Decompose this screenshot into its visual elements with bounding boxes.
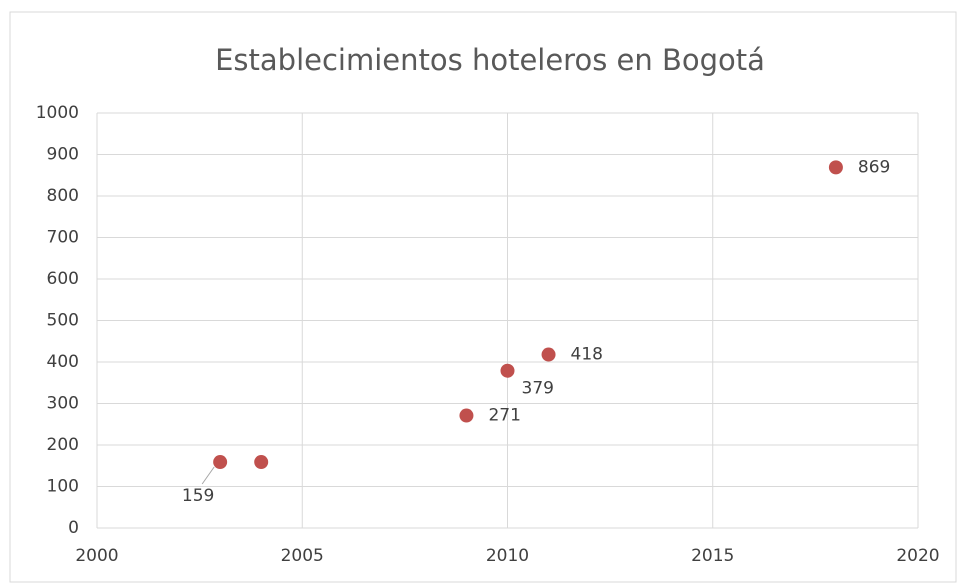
y-tick-label: 1000	[36, 103, 79, 123]
leader-line	[201, 466, 215, 485]
y-tick-label: 800	[47, 186, 79, 206]
y-tick-label: 100	[47, 477, 79, 497]
data-label: 869	[858, 157, 890, 177]
y-tick-label: 300	[47, 394, 79, 414]
y-tick-label: 500	[47, 311, 79, 331]
chart-title: Establecimientos hoteleros en Bogotá	[215, 43, 765, 77]
y-tick-label: 900	[47, 145, 79, 165]
x-tick-label: 2020	[896, 546, 939, 566]
point	[500, 363, 515, 378]
y-tick-label: 400	[47, 352, 79, 372]
x-tick-label: 2015	[691, 546, 734, 566]
point	[254, 455, 269, 470]
point	[459, 408, 474, 423]
x-tick-label: 2000	[75, 546, 118, 566]
y-tick-label: 600	[47, 269, 79, 289]
data-label: 379	[522, 379, 554, 399]
point	[541, 347, 556, 362]
data-label: 418	[571, 345, 603, 365]
point	[828, 160, 843, 175]
data-label: 159	[182, 486, 214, 506]
y-tick-label: 700	[47, 228, 79, 248]
y-tick-label: 200	[47, 435, 79, 455]
chart-frame	[9, 11, 957, 583]
data-label: 271	[488, 406, 520, 426]
point	[213, 455, 228, 470]
y-tick-label: 0	[68, 518, 79, 538]
x-tick-label: 2005	[281, 546, 324, 566]
x-tick-label: 2010	[486, 546, 529, 566]
